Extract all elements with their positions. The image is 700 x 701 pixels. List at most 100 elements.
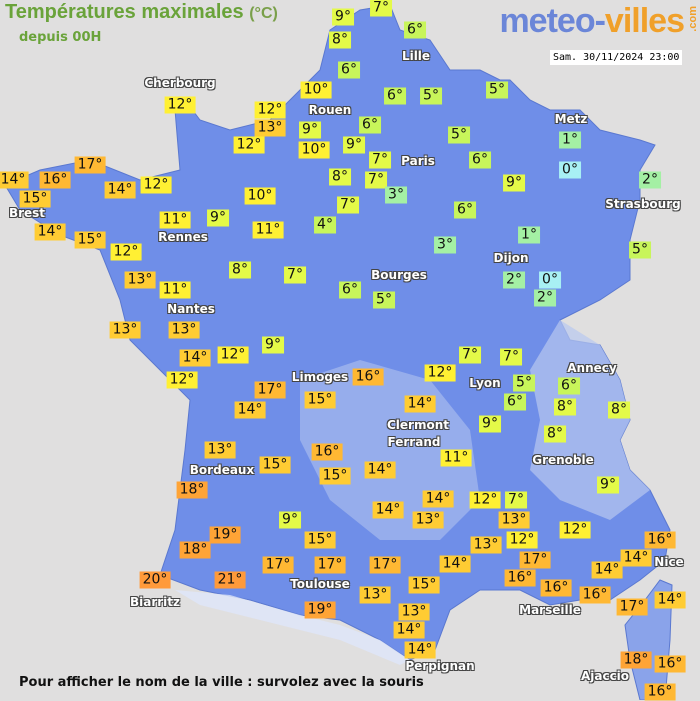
temperature-marker[interactable]: 17° [519, 551, 551, 569]
temperature-marker[interactable]: 13° [168, 321, 200, 339]
temperature-marker[interactable]: 18° [179, 541, 211, 559]
temperature-marker[interactable]: 2° [503, 271, 525, 289]
temperature-marker[interactable]: 11° [159, 281, 191, 299]
temperature-marker[interactable]: 11° [252, 221, 284, 239]
temperature-marker[interactable]: 15° [19, 190, 51, 208]
temperature-marker[interactable]: 7° [284, 266, 306, 284]
temperature-marker[interactable]: 9° [479, 415, 501, 433]
temperature-marker[interactable]: 16° [579, 586, 611, 604]
temperature-marker[interactable]: 12° [140, 176, 172, 194]
temperature-marker[interactable]: 14° [439, 555, 471, 573]
temperature-marker[interactable]: 3° [385, 186, 407, 204]
temperature-marker[interactable]: 11° [440, 449, 472, 467]
temperature-marker[interactable]: 6° [339, 281, 361, 299]
temperature-marker[interactable]: 13° [124, 271, 156, 289]
temperature-marker[interactable]: 7° [505, 491, 527, 509]
temperature-marker[interactable]: 6° [384, 87, 406, 105]
temperature-marker[interactable]: 20° [139, 571, 171, 589]
temperature-marker[interactable]: 9° [597, 476, 619, 494]
temperature-marker[interactable]: 17° [314, 556, 346, 574]
temperature-marker[interactable]: 16° [311, 443, 343, 461]
temperature-marker[interactable]: 13° [412, 511, 444, 529]
temperature-marker[interactable]: 16° [39, 171, 71, 189]
temperature-marker[interactable]: 15° [304, 531, 336, 549]
temperature-marker[interactable]: 17° [369, 556, 401, 574]
temperature-marker[interactable]: 14° [0, 171, 29, 189]
temperature-marker[interactable]: 0° [539, 271, 561, 289]
temperature-marker[interactable]: 10° [244, 187, 276, 205]
temperature-marker[interactable]: 17° [254, 381, 286, 399]
temperature-marker[interactable]: 5° [629, 241, 651, 259]
temperature-marker[interactable]: 12° [424, 364, 456, 382]
temperature-marker[interactable]: 8° [329, 168, 351, 186]
temperature-marker[interactable]: 15° [304, 391, 336, 409]
temperature-marker[interactable]: 14° [364, 461, 396, 479]
temperature-marker[interactable]: 6° [404, 21, 426, 39]
temperature-marker[interactable]: 2° [534, 289, 556, 307]
temperature-marker[interactable]: 9° [343, 136, 365, 154]
temperature-marker[interactable]: 17° [74, 156, 106, 174]
temperature-marker[interactable]: 8° [229, 261, 251, 279]
temperature-marker[interactable]: 12° [164, 96, 196, 114]
temperature-marker[interactable]: 12° [254, 101, 286, 119]
temperature-marker[interactable]: 13° [359, 586, 391, 604]
temperature-marker[interactable]: 14° [393, 621, 425, 639]
temperature-marker[interactable]: 14° [234, 401, 266, 419]
temperature-marker[interactable]: 9° [299, 121, 321, 139]
temperature-marker[interactable]: 5° [420, 87, 442, 105]
temperature-marker[interactable]: 0° [559, 161, 581, 179]
temperature-marker[interactable]: 14° [591, 561, 623, 579]
temperature-marker[interactable]: 13° [498, 511, 530, 529]
temperature-marker[interactable]: 14° [372, 501, 404, 519]
temperature-marker[interactable]: 7° [369, 151, 391, 169]
temperature-marker[interactable]: 8° [608, 401, 630, 419]
temperature-marker[interactable]: 13° [470, 536, 502, 554]
temperature-marker[interactable]: 16° [504, 569, 536, 587]
temperature-marker[interactable]: 7° [459, 346, 481, 364]
temperature-marker[interactable]: 9° [279, 511, 301, 529]
temperature-marker[interactable]: 15° [259, 456, 291, 474]
temperature-marker[interactable]: 12° [110, 243, 142, 261]
temperature-marker[interactable]: 10° [300, 81, 332, 99]
temperature-marker[interactable]: 8° [329, 31, 351, 49]
temperature-marker[interactable]: 14° [654, 591, 686, 609]
temperature-marker[interactable]: 12° [559, 521, 591, 539]
meteo-villes-logo[interactable]: meteo-villes [499, 2, 685, 41]
temperature-marker[interactable]: 15° [408, 576, 440, 594]
temperature-marker[interactable]: 6° [469, 151, 491, 169]
temperature-marker[interactable]: 8° [554, 398, 576, 416]
temperature-marker[interactable]: 9° [332, 8, 354, 26]
temperature-marker[interactable]: 13° [254, 119, 286, 137]
temperature-marker[interactable]: 1° [559, 131, 581, 149]
temperature-marker[interactable]: 17° [262, 556, 294, 574]
temperature-marker[interactable]: 14° [104, 181, 136, 199]
temperature-marker[interactable]: 4° [314, 216, 336, 234]
temperature-marker[interactable]: 12° [506, 531, 538, 549]
temperature-marker[interactable]: 12° [217, 346, 249, 364]
temperature-marker[interactable]: 2° [639, 171, 661, 189]
temperature-marker[interactable]: 12° [469, 491, 501, 509]
temperature-marker[interactable]: 14° [404, 641, 436, 659]
temperature-marker[interactable]: 14° [404, 395, 436, 413]
temperature-marker[interactable]: 14° [179, 349, 211, 367]
temperature-marker[interactable]: 9° [262, 336, 284, 354]
temperature-marker[interactable]: 5° [448, 126, 470, 144]
temperature-marker[interactable]: 9° [503, 174, 525, 192]
temperature-marker[interactable]: 13° [109, 321, 141, 339]
temperature-marker[interactable]: 18° [176, 481, 208, 499]
temperature-marker[interactable]: 11° [159, 211, 191, 229]
temperature-marker[interactable]: 6° [558, 377, 580, 395]
temperature-marker[interactable]: 21° [214, 571, 246, 589]
temperature-marker[interactable]: 5° [486, 81, 508, 99]
temperature-marker[interactable]: 6° [338, 61, 360, 79]
temperature-marker[interactable]: 12° [166, 371, 198, 389]
temperature-marker[interactable]: 5° [373, 291, 395, 309]
temperature-marker[interactable]: 6° [454, 201, 476, 219]
temperature-marker[interactable]: 3° [434, 236, 456, 254]
temperature-marker[interactable]: 6° [504, 393, 526, 411]
temperature-marker[interactable]: 1° [518, 226, 540, 244]
temperature-marker[interactable]: 16° [352, 368, 384, 386]
temperature-marker[interactable]: 7° [500, 348, 522, 366]
temperature-marker[interactable]: 15° [319, 467, 351, 485]
temperature-marker[interactable]: 14° [34, 223, 66, 241]
